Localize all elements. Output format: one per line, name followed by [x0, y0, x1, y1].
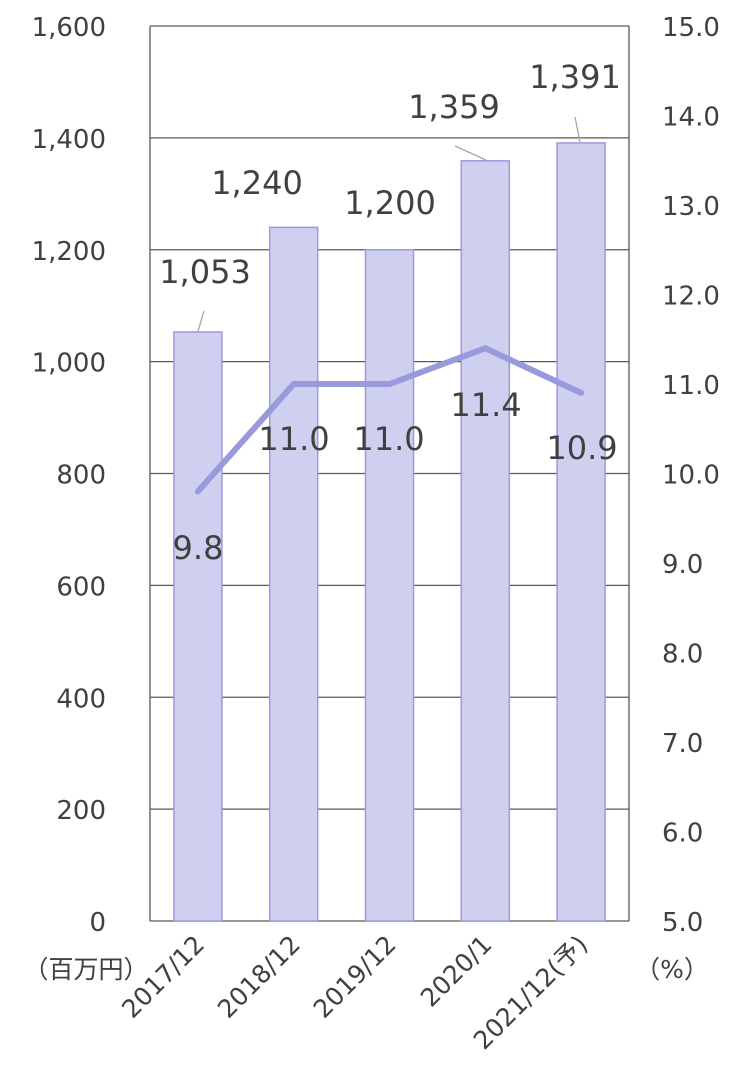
y2-tick-label: 10.0: [662, 461, 720, 491]
bar-value-label: 1,200: [344, 184, 436, 222]
y2-tick-label: 13.0: [662, 192, 720, 222]
y2-tick-label: 14.0: [662, 103, 720, 133]
y-tick-label: 600: [56, 572, 106, 602]
y-tick-label: 800: [56, 461, 106, 491]
x-tick-label: 2018/12: [212, 930, 306, 1024]
y-tick-label: 1,200: [32, 237, 106, 267]
bar-value-label: 1,053: [159, 253, 251, 291]
line-value-label: 9.8: [173, 529, 224, 567]
y-tick-label: 200: [56, 796, 106, 826]
bar-series: [173, 142, 606, 922]
line-value-label: 10.9: [546, 429, 617, 467]
y-tick-label: 1,000: [32, 349, 106, 379]
y-tick-label: 1,400: [32, 125, 106, 155]
bar: [268, 226, 319, 922]
y-tick-label: 400: [56, 684, 106, 714]
y2-tick-label: 8.0: [662, 640, 703, 670]
bar: [364, 249, 415, 922]
bar: [173, 331, 223, 922]
ratio-line: [194, 345, 585, 495]
line-value-label: 11.0: [258, 420, 329, 458]
bar: [460, 160, 511, 922]
line-value-label: 11.4: [450, 386, 521, 424]
y2-tick-label: 7.0: [662, 729, 703, 759]
left-axis-ticks: 0 200 400 600 800 1,000 1,200 1,400 1,600: [32, 13, 106, 938]
line-series: [194, 345, 585, 495]
bar: [556, 142, 606, 922]
leader-line: [454, 145, 487, 161]
data-labels: 1,053 1,240 1,200 1,359 1,391 9.8 11.0 11.0 11.4…: [159, 58, 621, 567]
y2-tick-label: 12.0: [662, 282, 720, 312]
y2-tick-label: 11.0: [662, 371, 720, 401]
right-axis-ticks: 5.0 6.0 7.0 8.0 9.0 10.0 11.0 12.0 13.0 14.0 15.0: [662, 13, 720, 938]
y-tick-label: 0: [89, 908, 106, 938]
label-leader-lines: [197, 116, 581, 332]
x-tick-label: 2020/1: [415, 930, 498, 1013]
y2-tick-label: 9.0: [662, 550, 703, 580]
y-tick-label: 1,600: [32, 13, 106, 43]
y2-tick-label: 15.0: [662, 13, 720, 43]
y2-tick-label: 6.0: [662, 819, 703, 849]
leader-line: [574, 116, 581, 143]
leader-line: [197, 310, 205, 332]
line-value-label: 11.0: [353, 420, 424, 458]
bar-value-label: 1,391: [529, 58, 621, 96]
right-axis-unit: （%）: [635, 955, 709, 984]
y2-tick-label: 5.0: [662, 908, 703, 938]
left-axis-unit: （百万円）: [23, 955, 148, 984]
bar-value-label: 1,359: [408, 88, 500, 126]
bar-value-label: 1,240: [211, 164, 303, 202]
x-tick-label: 2019/12: [308, 930, 402, 1024]
